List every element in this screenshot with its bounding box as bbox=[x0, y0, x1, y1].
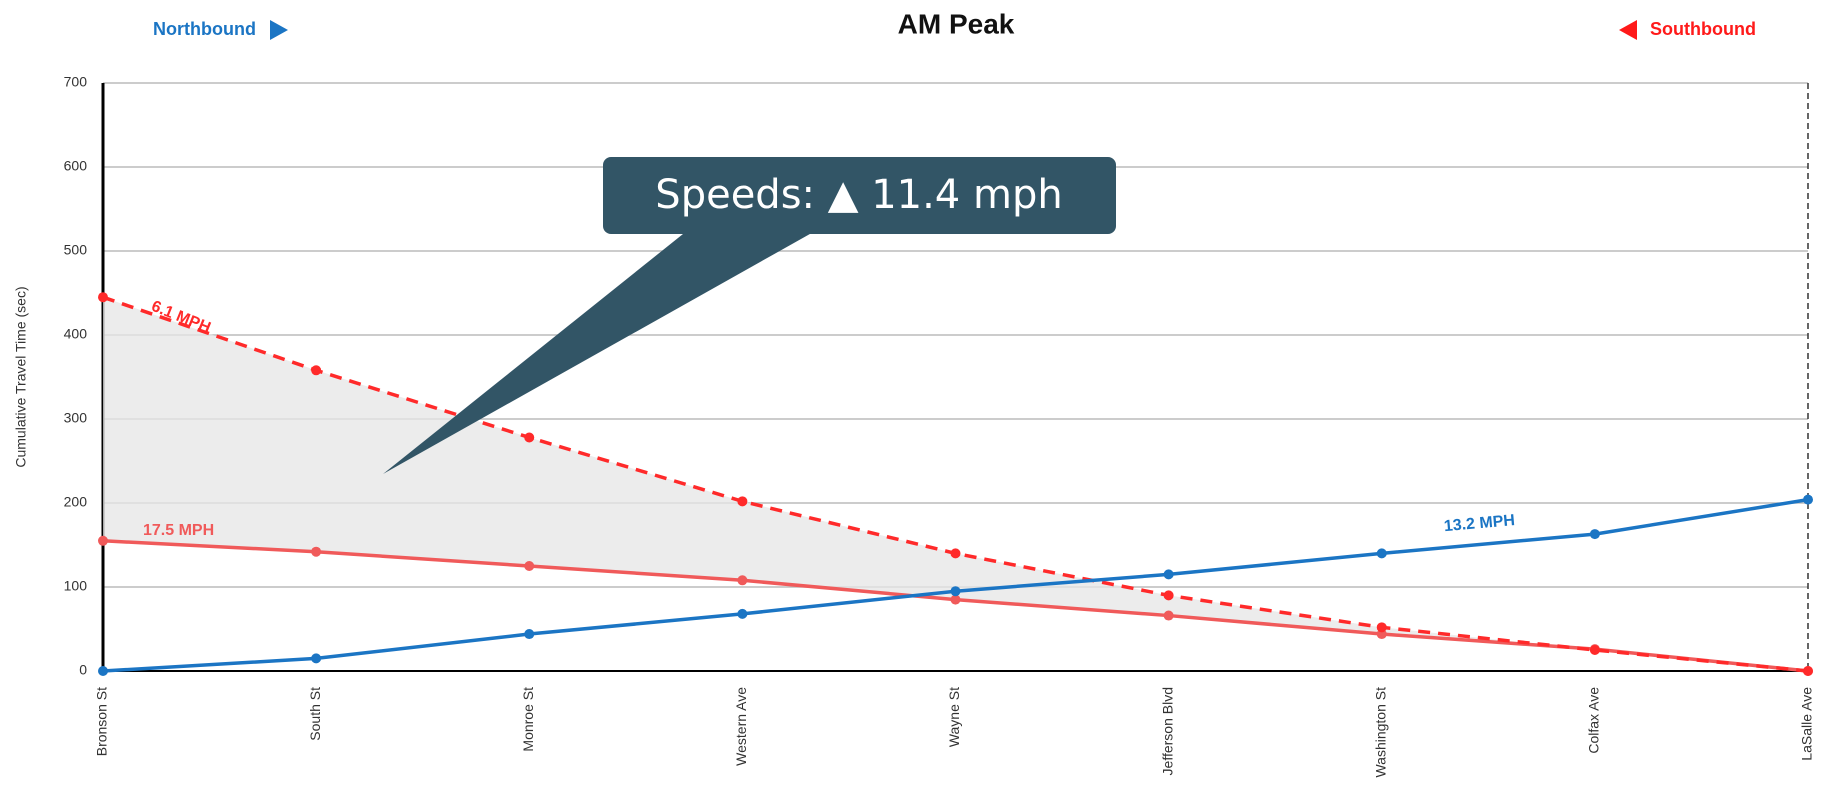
y-tick-label: 700 bbox=[64, 74, 88, 90]
data-point bbox=[1589, 529, 1600, 540]
data-point bbox=[1163, 610, 1174, 621]
data-point bbox=[311, 653, 322, 664]
southbound-label: Southbound bbox=[1650, 19, 1756, 39]
shaded-area bbox=[103, 297, 1808, 671]
northbound-label: Northbound bbox=[153, 19, 256, 39]
callout-pointer bbox=[383, 230, 817, 474]
data-point bbox=[1376, 548, 1387, 559]
data-point bbox=[1589, 645, 1600, 655]
chart-title: AM Peak bbox=[898, 8, 1015, 39]
series-label: 17.5 MPH bbox=[143, 522, 214, 539]
data-point bbox=[950, 548, 961, 559]
data-point bbox=[737, 575, 748, 586]
x-tick-label: Jefferson Blvd bbox=[1159, 687, 1175, 775]
data-point bbox=[950, 586, 961, 597]
y-tick-label: 300 bbox=[64, 410, 88, 426]
data-point bbox=[737, 608, 748, 619]
data-point bbox=[524, 432, 535, 443]
x-tick-label: Wayne St bbox=[946, 687, 962, 747]
y-tick-label: 0 bbox=[79, 662, 87, 678]
y-tick-label: 200 bbox=[64, 494, 88, 510]
northbound-arrow bbox=[270, 20, 288, 40]
y-tick-label: 400 bbox=[64, 326, 88, 342]
callout-box bbox=[603, 157, 1116, 234]
data-point bbox=[950, 594, 961, 605]
data-point bbox=[311, 546, 322, 557]
data-point bbox=[1803, 494, 1813, 505]
y-tick-label: 500 bbox=[64, 242, 88, 258]
y-axis-label: Cumulative Travel Time (sec) bbox=[13, 286, 29, 467]
x-tick-label: Colfax Ave bbox=[1586, 687, 1602, 754]
data-point bbox=[1376, 622, 1387, 633]
data-point bbox=[737, 496, 748, 507]
x-tick-label: LaSalle Ave bbox=[1799, 687, 1815, 761]
y-tick-label: 600 bbox=[64, 158, 88, 174]
data-point bbox=[1163, 569, 1174, 580]
southbound-arrow bbox=[1619, 20, 1637, 40]
data-point bbox=[98, 666, 108, 676]
series-label: 13.2 MPH bbox=[1443, 512, 1515, 535]
x-tick-label: South St bbox=[307, 687, 323, 741]
x-tick-label: Bronson St bbox=[94, 687, 110, 756]
x-tick-label: Monroe St bbox=[520, 687, 536, 752]
data-point bbox=[524, 629, 535, 640]
data-point bbox=[1163, 590, 1174, 601]
data-point bbox=[98, 535, 108, 546]
y-tick-label: 100 bbox=[64, 578, 88, 594]
data-point bbox=[524, 561, 535, 571]
callout-text: Speeds: ▲ 11.4 mph bbox=[655, 172, 1062, 218]
x-tick-label: Western Ave bbox=[733, 687, 749, 766]
data-point bbox=[98, 292, 108, 303]
data-point bbox=[311, 365, 322, 376]
data-point bbox=[1803, 666, 1813, 676]
x-tick-label: Washington St bbox=[1372, 687, 1388, 778]
